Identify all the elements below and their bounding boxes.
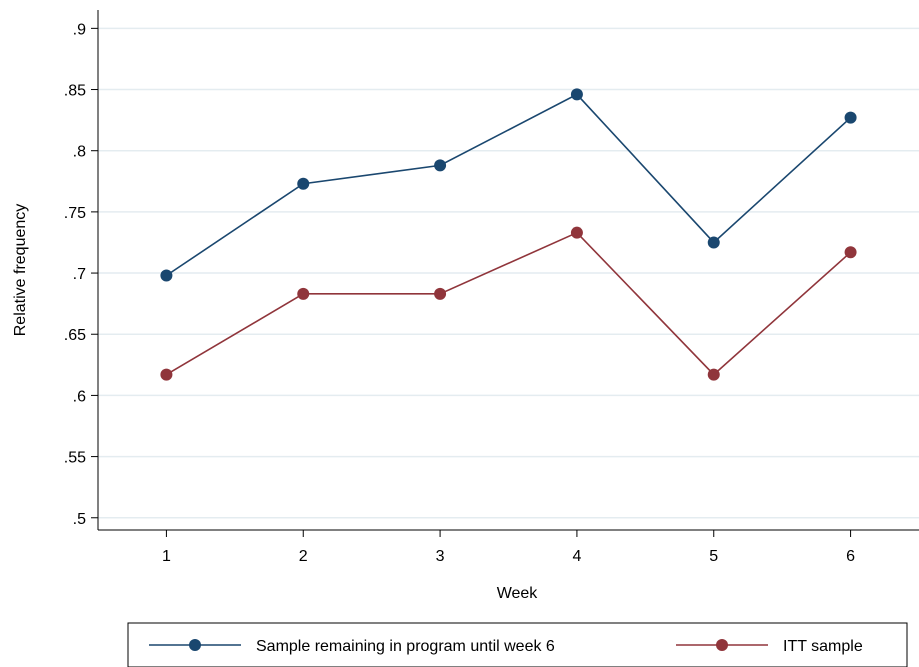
- series-1: [160, 88, 857, 282]
- data-point: [707, 368, 720, 381]
- gridlines: [98, 27, 919, 519]
- y-tick-label: .8: [73, 144, 86, 161]
- legend-marker: [716, 639, 728, 651]
- x-tick-label: 3: [436, 548, 445, 565]
- data-point: [160, 368, 173, 381]
- data-point: [570, 226, 583, 239]
- y-ticks: .5 .55 .6 .65 .7 .75 .8 .85 .9: [64, 21, 98, 528]
- y-tick-label: .85: [64, 83, 86, 100]
- y-tick-label: .9: [73, 21, 86, 38]
- legend-item: ITT sample: [676, 638, 863, 655]
- data-point: [707, 236, 720, 249]
- axes: [97, 10, 919, 531]
- x-tick-label: 4: [572, 548, 581, 565]
- x-tick-label: 2: [299, 548, 308, 565]
- series: [160, 88, 857, 381]
- series-2: [160, 226, 857, 381]
- y-tick-label: .65: [64, 327, 86, 344]
- series-line: [165, 93, 852, 277]
- series-line: [166, 231, 852, 376]
- data-point: [297, 177, 310, 190]
- data-point: [844, 111, 857, 124]
- legend-items: Sample remaining in program until week 6…: [149, 638, 863, 655]
- legend-item: Sample remaining in program until week 6: [149, 638, 555, 655]
- legend-label: ITT sample: [783, 638, 863, 655]
- data-point: [434, 287, 447, 300]
- data-point: [434, 159, 447, 172]
- legend-box: [127, 622, 908, 667]
- data-point: [297, 287, 310, 300]
- legend-label: Sample remaining in program until week 6: [256, 638, 555, 655]
- y-tick-label: .7: [73, 266, 86, 283]
- x-tick-label: 1: [162, 548, 171, 565]
- y-tick-label: .55: [64, 450, 86, 467]
- x-ticks: 1 2 3 4 5 6: [162, 530, 855, 565]
- y-tick-label: .5: [73, 511, 86, 528]
- x-tick-label: 5: [709, 548, 718, 565]
- y-tick-label: .75: [64, 205, 86, 222]
- data-point: [844, 246, 857, 259]
- data-point: [160, 269, 173, 282]
- x-tick-label: 6: [846, 548, 855, 565]
- y-tick-label: .6: [73, 388, 86, 405]
- y-axis-title: Relative frequency: [12, 204, 29, 337]
- legend: Sample remaining in program until week 6…: [127, 622, 908, 667]
- x-axis-title: Week: [497, 585, 539, 602]
- data-point: [570, 88, 583, 101]
- legend-marker: [189, 639, 201, 651]
